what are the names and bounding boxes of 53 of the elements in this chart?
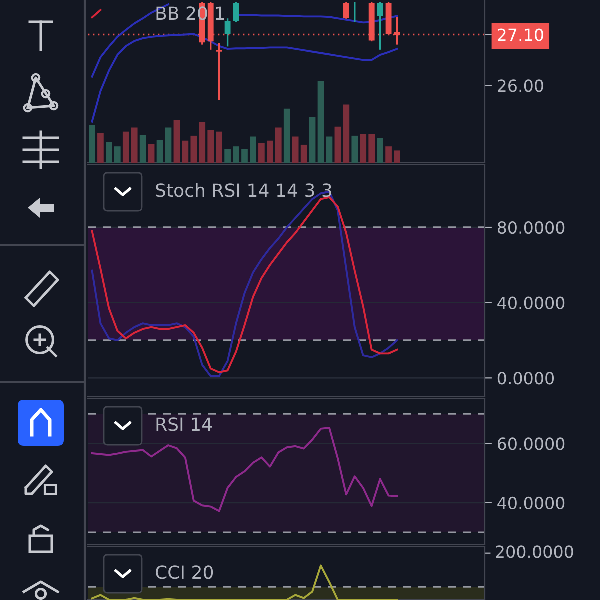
bar [275, 128, 282, 163]
bar [309, 117, 316, 163]
text: RSI 14 [156, 418, 212, 432]
candlestick [343, 2, 350, 19]
bar [174, 120, 180, 163]
bar [334, 126, 342, 163]
bar [394, 150, 400, 163]
y-tick-label: 80.0000 [498, 221, 565, 234]
bar [292, 136, 299, 163]
bar [386, 146, 392, 163]
bar [318, 81, 324, 163]
chart-title: CCI 20 [156, 566, 214, 580]
bar [284, 108, 290, 163]
y-tick-label: 0.0000 [498, 372, 554, 385]
bar [266, 140, 274, 163]
bar [98, 133, 104, 163]
candlestick [377, 2, 384, 50]
bar [190, 136, 198, 163]
bar [140, 135, 146, 163]
bar [148, 144, 155, 163]
y-tick-label: 40.0000 [498, 296, 565, 310]
bar [208, 130, 214, 163]
bar [122, 132, 130, 163]
bar [106, 142, 112, 163]
line-series [91, 33, 398, 123]
candlestick [216, 43, 222, 100]
bar [360, 134, 367, 163]
bar [343, 104, 350, 163]
bar [242, 149, 248, 163]
y-tick-label: 40.0000 [498, 496, 565, 510]
bar [352, 136, 358, 163]
bar [300, 144, 308, 163]
bar [156, 140, 164, 163]
bar [250, 136, 256, 163]
bar [199, 122, 206, 163]
bar [131, 128, 138, 163]
bar [233, 146, 240, 163]
bar [89, 125, 96, 163]
bar [258, 143, 265, 163]
bar [368, 134, 376, 163]
y-tick-label: 27.10 [498, 28, 544, 42]
candlestick [233, 2, 240, 22]
bar [216, 132, 223, 163]
bar [165, 128, 172, 163]
bar [182, 140, 189, 163]
y-tick-label: 26.00 [498, 80, 544, 92]
bar [377, 138, 384, 163]
bar [326, 136, 333, 163]
bar [224, 149, 231, 163]
text: 200.0000 [496, 546, 574, 558]
candlestick [224, 18, 231, 47]
bar [114, 146, 121, 163]
y-tick-label: 60.0000 [498, 438, 565, 450]
